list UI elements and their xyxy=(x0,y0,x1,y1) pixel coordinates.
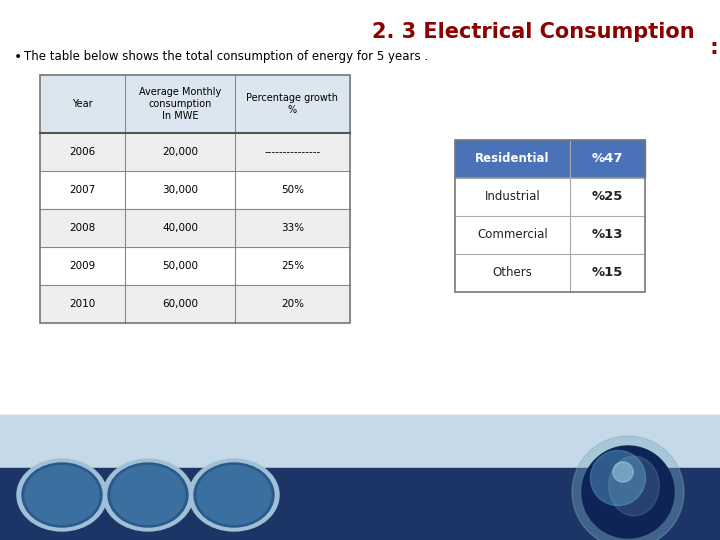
Text: 33%: 33% xyxy=(281,223,304,233)
Ellipse shape xyxy=(103,459,193,531)
Bar xyxy=(40,75,350,323)
Bar xyxy=(0,415,720,468)
Text: 2009: 2009 xyxy=(69,261,96,271)
Ellipse shape xyxy=(108,463,188,527)
Text: %25: %25 xyxy=(592,191,624,204)
Text: 20%: 20% xyxy=(281,299,304,309)
Bar xyxy=(40,247,350,285)
Text: 2006: 2006 xyxy=(69,147,96,157)
Ellipse shape xyxy=(197,465,271,524)
Ellipse shape xyxy=(608,456,660,516)
Text: 50%: 50% xyxy=(281,185,304,195)
Ellipse shape xyxy=(194,463,274,527)
Bar xyxy=(0,415,720,468)
Ellipse shape xyxy=(22,463,102,527)
Bar xyxy=(570,254,645,292)
Text: ---------------: --------------- xyxy=(264,147,320,157)
Text: 25%: 25% xyxy=(281,261,304,271)
Text: 50,000: 50,000 xyxy=(162,261,198,271)
Text: 60,000: 60,000 xyxy=(162,299,198,309)
Text: :: : xyxy=(709,38,718,58)
Bar xyxy=(40,209,350,247)
Bar xyxy=(40,133,350,171)
Text: Others: Others xyxy=(492,267,532,280)
Ellipse shape xyxy=(17,459,107,531)
Text: 2007: 2007 xyxy=(69,185,96,195)
Bar xyxy=(455,178,570,216)
Text: 20,000: 20,000 xyxy=(162,147,198,157)
Bar xyxy=(455,140,645,292)
Text: %15: %15 xyxy=(592,267,624,280)
Text: Industrial: Industrial xyxy=(485,191,541,204)
Circle shape xyxy=(590,450,646,505)
Text: Average Monthly
consumption
In MWE: Average Monthly consumption In MWE xyxy=(139,86,221,122)
Text: The table below shows the total consumption of energy for 5 years .: The table below shows the total consumpt… xyxy=(24,50,428,63)
Text: 2008: 2008 xyxy=(69,223,96,233)
Circle shape xyxy=(582,446,674,538)
Bar xyxy=(455,140,570,178)
Text: 2. 3 Electrical Consumption: 2. 3 Electrical Consumption xyxy=(372,22,695,42)
Text: %47: %47 xyxy=(592,152,624,165)
Ellipse shape xyxy=(25,465,99,524)
Text: 40,000: 40,000 xyxy=(162,223,198,233)
Ellipse shape xyxy=(189,459,279,531)
Bar xyxy=(455,254,570,292)
Circle shape xyxy=(572,436,684,540)
Circle shape xyxy=(613,462,633,482)
Bar xyxy=(40,285,350,323)
Text: 30,000: 30,000 xyxy=(162,185,198,195)
Bar xyxy=(570,178,645,216)
Text: •: • xyxy=(14,50,22,64)
Text: %13: %13 xyxy=(592,228,624,241)
Text: Commercial: Commercial xyxy=(477,228,548,241)
Text: Year: Year xyxy=(72,99,93,109)
Bar xyxy=(570,216,645,254)
Text: Percentage growth
%: Percentage growth % xyxy=(246,93,338,115)
Text: Residential: Residential xyxy=(475,152,550,165)
Bar xyxy=(40,171,350,209)
Ellipse shape xyxy=(111,465,185,524)
Bar xyxy=(0,468,720,540)
Text: 2010: 2010 xyxy=(69,299,96,309)
Bar xyxy=(40,75,350,133)
Bar xyxy=(570,140,645,178)
Bar xyxy=(455,216,570,254)
